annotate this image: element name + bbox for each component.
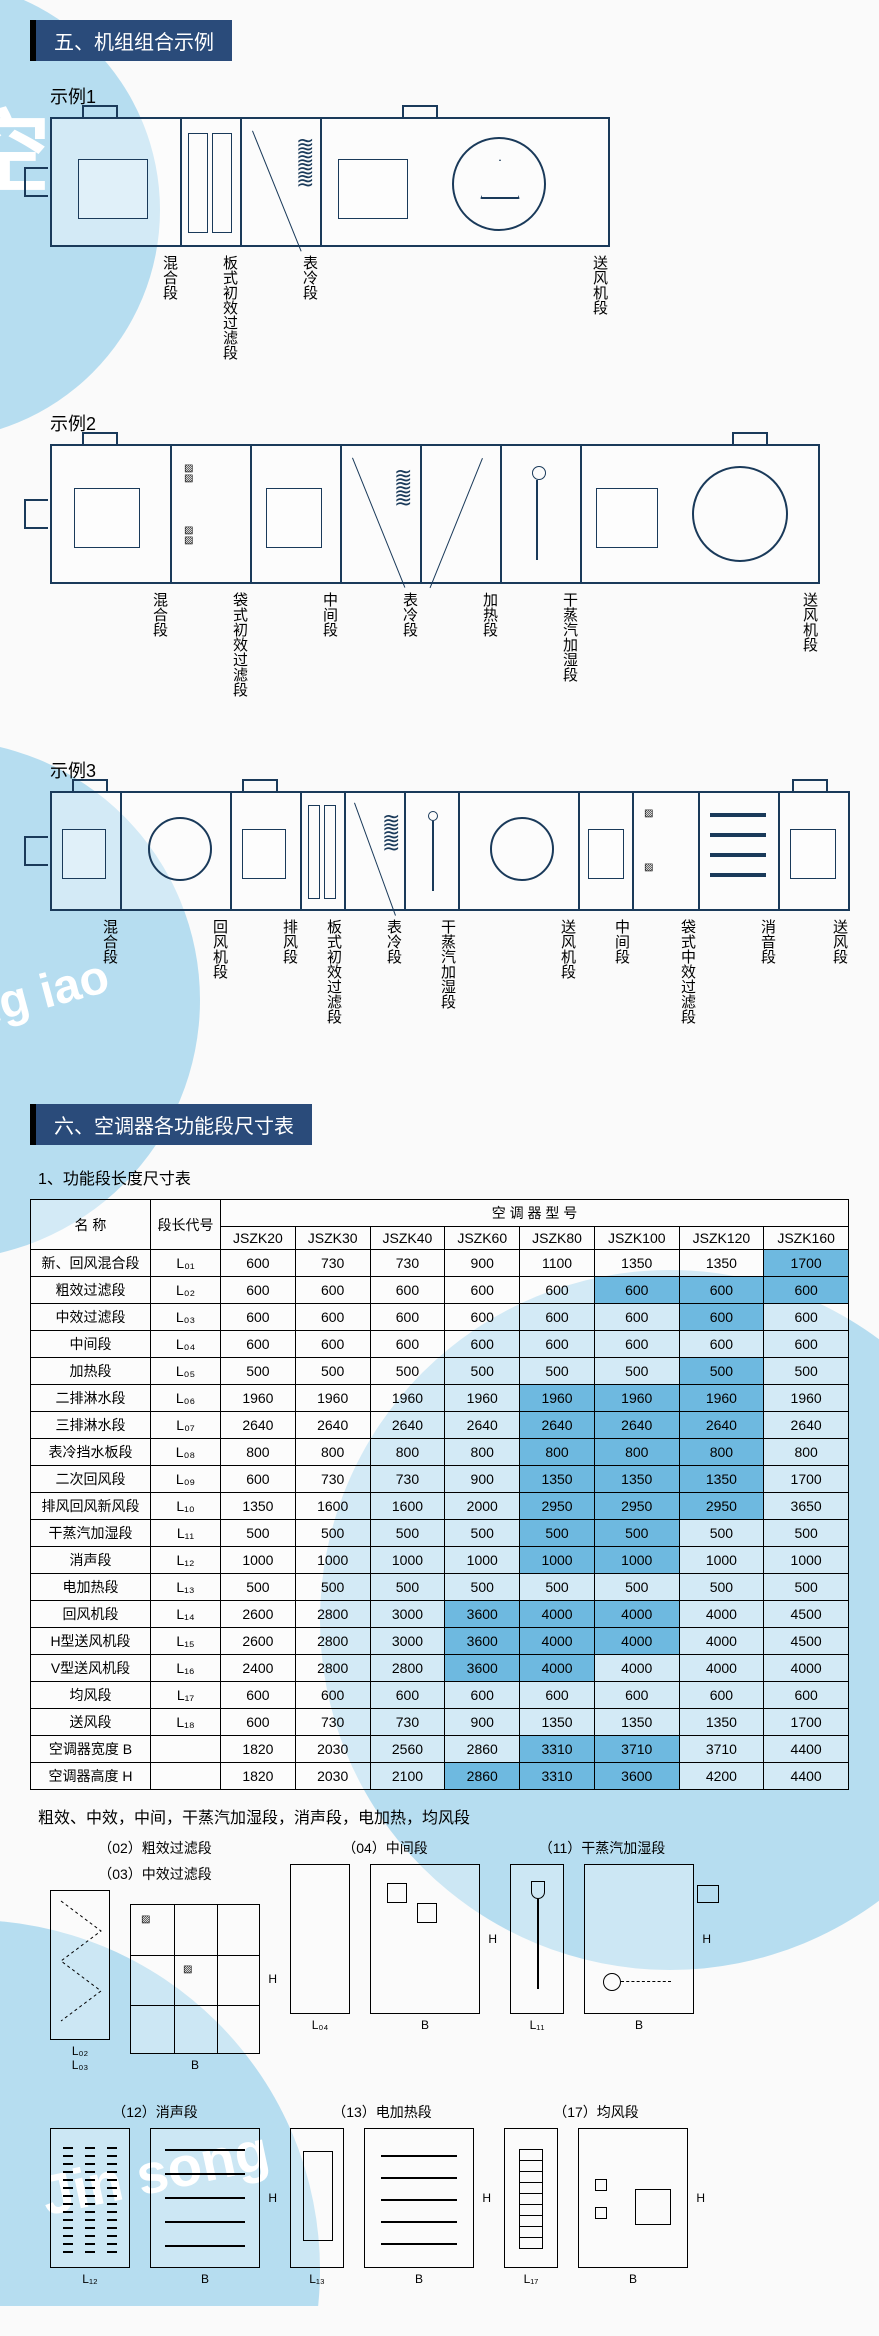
- ex3-seg0: 混合段: [50, 917, 120, 1024]
- section5-title: 五、机组组合示例: [30, 20, 232, 61]
- mini-t12: （12）消声段: [50, 2102, 260, 2122]
- mini-t03: （03）中效过滤段: [50, 1864, 260, 1884]
- ex1-label: 示例1: [50, 83, 849, 109]
- ex1-diagram: ≋≋≋≋ 混合段 板式初效过滤段 表冷段 送风机段: [50, 117, 610, 360]
- ex2-seg2: 中间段: [250, 590, 340, 697]
- ex2-seg0: 混合段: [50, 590, 170, 697]
- ex1-seg2: 表冷段: [240, 253, 320, 360]
- mini-t17: （17）均风段: [504, 2102, 688, 2122]
- ex3-seg1: 回风机段: [120, 917, 230, 1024]
- ex3-label: 示例3: [50, 757, 849, 783]
- ex3-diagram: ≋≋≋ ▨▨ 混合段 回风机段 排风段 板式初效过滤段 表冷段 干蒸汽加湿段 送…: [50, 791, 850, 1024]
- ex1-seg1: 板式初效过滤段: [180, 253, 240, 360]
- mini-t11: （11）干蒸汽加湿段: [510, 1838, 694, 1858]
- ex1-seg0: 混合段: [50, 253, 180, 360]
- ex2-seg5: 干蒸汽加湿段: [500, 590, 580, 697]
- section6-sub1: 1、功能段长度尺寸表: [38, 1165, 849, 1189]
- ex3-seg7: 中间段: [578, 917, 632, 1024]
- ex3-seg4: 表冷段: [344, 917, 404, 1024]
- note-text: 粗效、中效，中间，干蒸汽加湿段，消声段，电加热，均风段: [38, 1804, 849, 1828]
- ex2-seg1: 袋式初效过滤段: [170, 590, 250, 697]
- ex2-seg3: 表冷段: [340, 590, 420, 697]
- mini-diagrams-row2: （12）消声段 L₁₂ HB （13）电加热段 L₁₃ HB （17）均风段 L…: [50, 2102, 849, 2286]
- ex2-diagram: ▨▨ ▨▨ ≋≋≋ 混合段: [50, 444, 820, 697]
- mini-t02: （02）粗效过滤段: [50, 1838, 260, 1858]
- ex3-seg3: 板式初效过滤段: [300, 917, 344, 1024]
- mini-t04: （04）中间段: [290, 1838, 480, 1858]
- ex2-label: 示例2: [50, 410, 849, 436]
- ex2-seg4: 加热段: [420, 590, 500, 697]
- ex3-seg2: 排风段: [230, 917, 300, 1024]
- ex1-seg3: 送风机段: [320, 253, 610, 360]
- ex2-seg6: 送风机段: [580, 590, 820, 697]
- mini-t13: （13）电加热段: [290, 2102, 474, 2122]
- mini-diagrams-row1: （02）粗效过滤段 （03）中效过滤段 L₀₂L₀₃ H: [50, 1838, 849, 2072]
- ex3-seg10: 送风段: [778, 917, 850, 1024]
- dimensions-table: 名 称段长代号空 调 器 型 号JSZK20JSZK30JSZK40JSZK60…: [30, 1199, 849, 1790]
- ex3-seg6: 送风机段: [458, 917, 578, 1024]
- ex3-seg5: 干蒸汽加湿段: [404, 917, 458, 1024]
- section6-title: 六、空调器各功能段尺寸表: [30, 1104, 312, 1145]
- ex3-seg8: 袋式中效过滤段: [632, 917, 698, 1024]
- ex3-seg9: 消音段: [698, 917, 778, 1024]
